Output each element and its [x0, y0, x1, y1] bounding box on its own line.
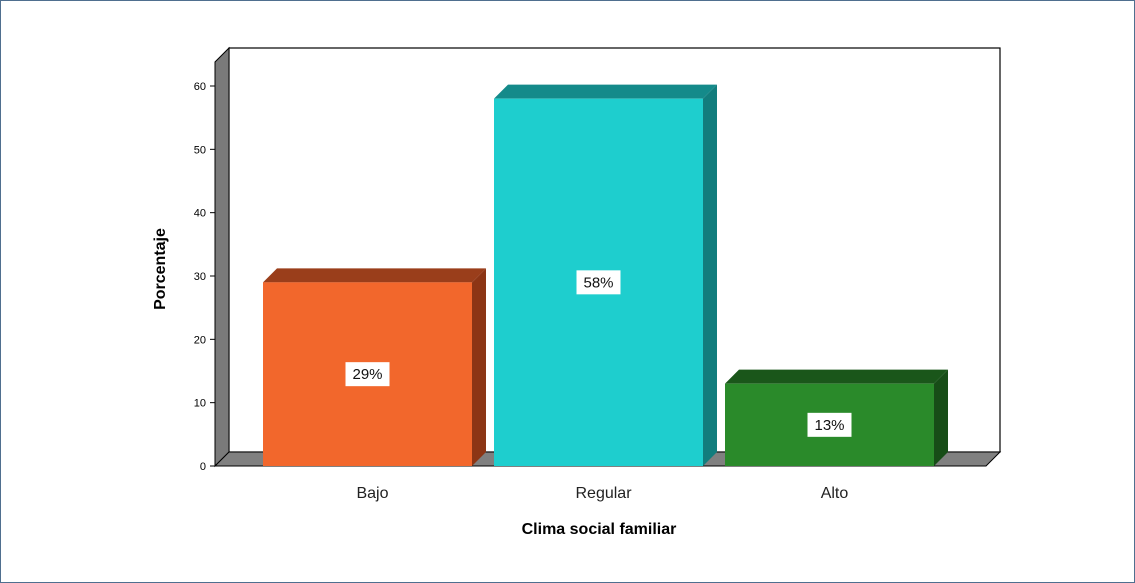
bar-top-face: [725, 369, 948, 384]
data-label-box: [576, 270, 621, 295]
bars: 29% 58% 13%: [263, 84, 948, 467]
y-tick-label: 50: [194, 144, 206, 156]
left-wall: [214, 46, 230, 468]
data-label: 58%: [583, 274, 613, 291]
bar-bajo: 29%: [263, 268, 486, 466]
data-label: 13%: [814, 417, 844, 434]
bar-side-face: [472, 268, 486, 466]
y-axis-ticks: 0 10 20 30 40 50 60: [194, 81, 215, 473]
x-axis-title: Clima social familiar: [522, 521, 677, 538]
y-tick-label: 20: [194, 334, 206, 346]
y-tick-label: 40: [194, 208, 206, 220]
data-label-box: [345, 362, 390, 387]
x-tick-label: Bajo: [356, 485, 388, 502]
x-tick-label: Alto: [821, 485, 849, 502]
bar-top-face: [263, 268, 486, 283]
bar-top-face: [494, 84, 717, 99]
y-axis-title: Porcentaje: [152, 228, 169, 310]
x-tick-label: Regular: [575, 485, 632, 502]
x-axis-categories: Bajo Regular Alto: [356, 485, 848, 502]
bar-alto: 13%: [725, 369, 948, 466]
bar-side-face: [934, 369, 948, 466]
y-tick-label: 60: [194, 81, 206, 93]
bar-regular: 58%: [494, 84, 717, 467]
y-tick-label: 10: [194, 398, 206, 410]
y-tick-label: 0: [200, 461, 206, 473]
data-label: 29%: [352, 366, 382, 383]
bar-side-face: [703, 84, 717, 467]
y-tick-label: 30: [194, 271, 206, 283]
data-label-box: [807, 412, 852, 437]
